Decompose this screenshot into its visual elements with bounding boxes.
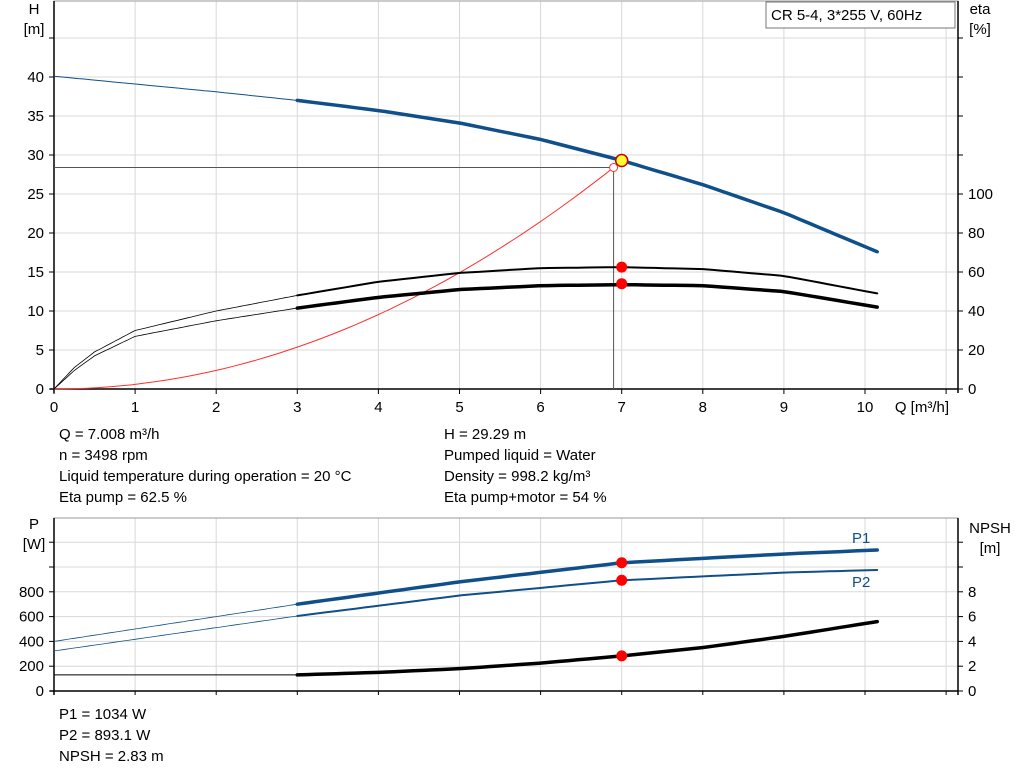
y-tick-label-left: 10 [27,303,44,320]
p1-duty-point [616,557,628,569]
y-axis-unit-left: [W] [23,536,46,553]
eta-total-duty-point [616,278,628,290]
info-liquid: Pumped liquid = Water [444,447,596,464]
y-tick-label-left: 0 [36,683,44,700]
x-tick-label: 4 [374,399,382,416]
y-tick-label-left: 5 [36,342,44,359]
x-tick-label: 5 [455,399,463,416]
info-top-left: Q = 7.008 m³/h n = 3498 rpm Liquid tempe… [59,424,351,508]
eta-total-curve-extrapolated [53,307,298,390]
y-tick-label-left: 40 [27,69,44,86]
y-tick-label-right: 20 [968,342,985,359]
y-tick-label-right: 8 [968,584,976,601]
info-top-right: H = 29.29 m Pumped liquid = Water Densit… [444,424,607,508]
x-tick-label: 6 [536,399,544,416]
x-tick-label: 10 [857,399,874,416]
npsh-curve [295,619,879,677]
x-tick-label: 8 [699,399,707,416]
y-tick-label-right: 40 [968,303,985,320]
npsh-duty-point [616,650,628,662]
y-tick-label-left: 800 [19,584,44,601]
eta-pump-duty-point [616,261,628,273]
y-tick-label-right: 4 [968,633,976,650]
p2-curve [296,569,879,617]
y-tick-label-right: 0 [968,381,976,398]
y-tick-label-right: 6 [968,609,976,626]
y-tick-label-right: 0 [968,683,976,700]
y-tick-label-left: 400 [19,633,44,650]
y-tick-label-right: 60 [968,264,985,281]
info-bottom: P1 = 1034 W P2 = 893.1 W NPSH = 2.83 m [59,704,164,767]
info-p1: P1 = 1034 W [59,706,147,723]
p1-curve [295,548,879,606]
head-curve-extrapolated [53,75,298,101]
plot-frame [53,0,959,390]
y-axis-unit-left: [m] [24,21,45,38]
y-axis-label-left: P [29,516,39,533]
eta-pump-curve-extrapolated [53,295,298,390]
y-axis-unit-right: [%] [969,21,991,38]
x-tick-label: 7 [618,399,626,416]
info-npsh: NPSH = 2.83 m [59,748,164,765]
info-eta-total: Eta pump+motor = 54 % [444,489,607,506]
head-duty-point [614,153,629,168]
x-tick-label: 2 [212,399,220,416]
y-tick-label-left: 0 [36,381,44,398]
info-head: H = 29.29 m [444,426,527,443]
x-tick-label: 9 [780,399,788,416]
info-flow: Q = 7.008 m³/h [59,426,160,443]
info-density: Density = 998.2 kg/m³ [444,468,591,485]
p2-duty-point [616,574,628,586]
y-axis-unit-right: [m] [980,540,1001,557]
info-speed: n = 3498 rpm [59,447,148,464]
y-tick-label-left: 30 [27,147,44,164]
info-eta-pump: Eta pump = 62.5 % [59,489,187,506]
required-point-marker [609,162,619,172]
y-axis-label-right: NPSH [969,520,1011,537]
eta-pump-curve [296,266,879,297]
y-tick-label-left: 25 [27,186,44,203]
p2-curve-label: P2 [852,574,870,591]
x-axis-label: Q [m³/h] [895,399,949,416]
y-tick-label-left: 35 [27,108,44,125]
system-curve [53,167,614,390]
x-tick-label: 1 [131,399,139,416]
p1-curve-label: P1 [852,530,870,547]
p2-curve-extrapolated [53,615,298,652]
x-tick-label: 0 [50,399,58,416]
head-curve [295,98,879,254]
eta-total-curve [295,282,879,310]
y-tick-label-right: 100 [968,186,993,203]
p1-curve-extrapolated [53,603,298,642]
y-tick-label-left: 200 [19,658,44,675]
y-axis-label-left: H [29,1,40,18]
y-tick-label-right: 80 [968,225,985,242]
y-tick-label-left: 15 [27,264,44,281]
title-box [765,1,956,29]
y-tick-label-right: 2 [968,658,976,675]
x-tick-label: 3 [293,399,301,416]
y-tick-label-left: 600 [19,609,44,626]
info-p2: P2 = 893.1 W [59,727,151,744]
info-temperature: Liquid temperature during operation = 20… [59,468,352,485]
y-axis-label-right: eta [970,1,992,18]
chart-title: CR 5-4, 3*255 V, 60Hz [771,7,922,24]
y-tick-label-left: 20 [27,225,44,242]
